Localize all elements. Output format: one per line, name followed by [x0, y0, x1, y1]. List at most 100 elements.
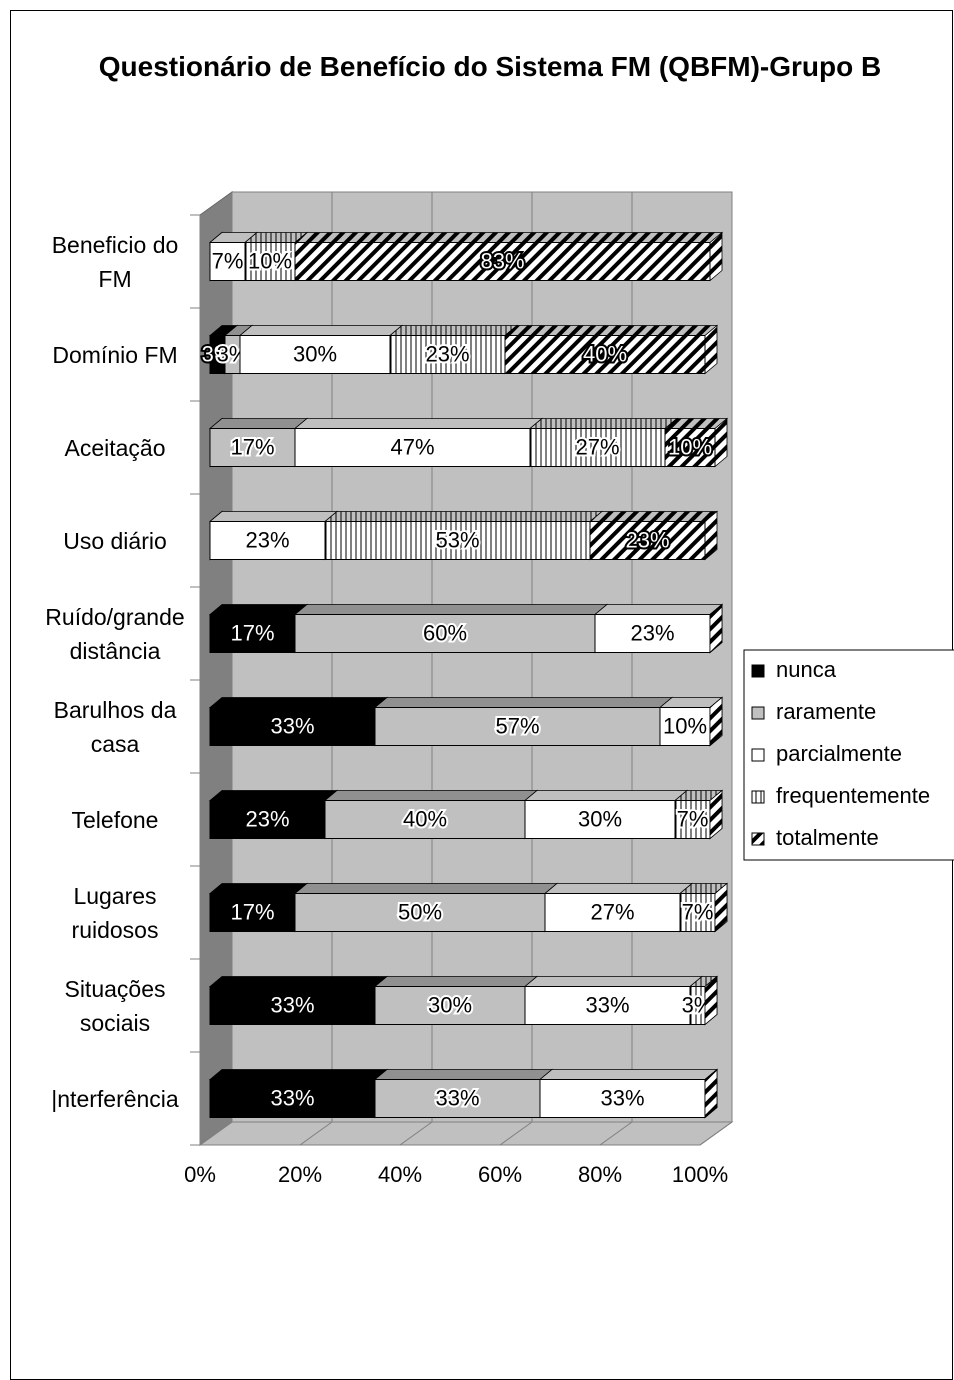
bar	[374, 1079, 541, 1118]
floor-grid-line	[699, 1121, 733, 1146]
bar	[524, 800, 676, 839]
bar	[589, 521, 706, 560]
bar-top-shade	[675, 790, 722, 801]
legend-label: frequentemente	[776, 783, 930, 808]
data-label: 33%	[435, 1085, 479, 1110]
data-label: 30%	[428, 992, 472, 1017]
legend-swatch	[751, 748, 765, 762]
data-label: 30%	[578, 806, 622, 831]
bar-segment	[293, 417, 544, 468]
legend-label: nunca	[776, 657, 837, 682]
bar-segment	[323, 510, 604, 561]
bar-top-shade	[240, 325, 402, 336]
bar	[209, 614, 296, 653]
bar-segment	[709, 789, 723, 840]
bar-top-shade	[390, 325, 517, 336]
bar-top-shade	[295, 232, 722, 243]
category-label: Domínio FM	[52, 341, 178, 368]
bar-side	[709, 603, 723, 654]
bar-top-shade	[210, 604, 307, 615]
x-tick-label: 80%	[578, 1162, 622, 1187]
bar-top-shade	[225, 325, 252, 336]
bar-side	[714, 882, 728, 933]
x-tick-label: 0%	[184, 1162, 216, 1187]
bar-top-shade	[325, 511, 602, 522]
bar-top-shade	[210, 418, 307, 429]
bar	[324, 800, 526, 839]
bar	[679, 893, 716, 932]
data-label: 40%	[403, 806, 447, 831]
bar	[209, 800, 326, 839]
bar	[209, 986, 376, 1025]
bar	[374, 986, 526, 1025]
legend-label: totalmente	[776, 825, 879, 850]
bar-segment	[709, 603, 723, 654]
bar-top-shade	[525, 976, 702, 987]
bar-segment	[714, 882, 728, 933]
legend-swatch	[751, 664, 765, 678]
bar-side	[709, 696, 723, 747]
x-tick-label: 20%	[278, 1162, 322, 1187]
bar-segment	[503, 324, 719, 375]
bar-top-shade	[375, 1069, 552, 1080]
bar	[324, 521, 591, 560]
category-label: Barulhos da casa	[53, 696, 177, 757]
bar-side	[709, 789, 723, 840]
bar	[294, 893, 546, 932]
data-label: 10%	[668, 434, 712, 459]
bar	[539, 1079, 706, 1118]
bar-segment	[208, 603, 309, 654]
bar-segment	[523, 975, 704, 1026]
bar	[294, 242, 711, 281]
x-tick-label: 40%	[378, 1162, 422, 1187]
category-label: Telefone	[71, 806, 159, 833]
data-label: 57%	[495, 713, 539, 738]
category-label: Ruído/grande distância	[45, 603, 185, 664]
category-label: Situações sociais	[64, 975, 166, 1036]
data-label: 17%	[230, 899, 274, 924]
data-label: 23%	[245, 806, 289, 831]
bar-top-shade	[595, 604, 722, 615]
data-label: 27%	[575, 434, 619, 459]
bar-segment	[588, 510, 719, 561]
bar-top-shade	[665, 418, 727, 429]
data-label: 23%	[630, 620, 674, 645]
bar	[389, 335, 506, 374]
bar-segment	[208, 696, 389, 747]
data-label: 33%	[270, 992, 314, 1017]
bar-segment	[208, 417, 309, 468]
data-label: 83%	[480, 248, 524, 273]
legend-swatch	[751, 832, 765, 846]
bar	[524, 986, 691, 1025]
bar	[209, 428, 296, 467]
data-label: 10%	[663, 713, 707, 738]
bar-top-shade	[680, 883, 727, 894]
category-label: Beneficio do FM	[51, 231, 179, 292]
data-label: 27%	[590, 899, 634, 924]
chart-title: Questionário de Benefício do Sistema FM …	[98, 51, 882, 82]
bar-top-shade	[210, 232, 257, 243]
data-label: 10%	[248, 248, 292, 273]
bar-segment	[528, 417, 679, 468]
category-label: Uso diário	[63, 527, 167, 554]
bar	[659, 707, 711, 746]
data-label: 17%	[230, 620, 274, 645]
data-label: 33%	[600, 1085, 644, 1110]
bar-segment	[293, 882, 559, 933]
bar-top-shade	[210, 1069, 387, 1080]
category-label: |nterferência	[51, 1085, 179, 1112]
data-label: 33%	[585, 992, 629, 1017]
x-tick-label: 60%	[478, 1162, 522, 1187]
floor-grid-line	[199, 1121, 233, 1146]
bar-top-shade	[295, 604, 607, 615]
legend-label: raramente	[776, 699, 876, 724]
legend-swatch	[751, 706, 765, 720]
bar-top-shade	[590, 511, 717, 522]
bar-top-shade	[210, 976, 387, 987]
bar-top-shade	[525, 790, 687, 801]
bar-top-shade	[325, 790, 537, 801]
bar-top-shade	[530, 418, 677, 429]
floor	[198, 1121, 734, 1146]
data-label: 7%	[212, 248, 244, 273]
bar-top-shade	[505, 325, 717, 336]
